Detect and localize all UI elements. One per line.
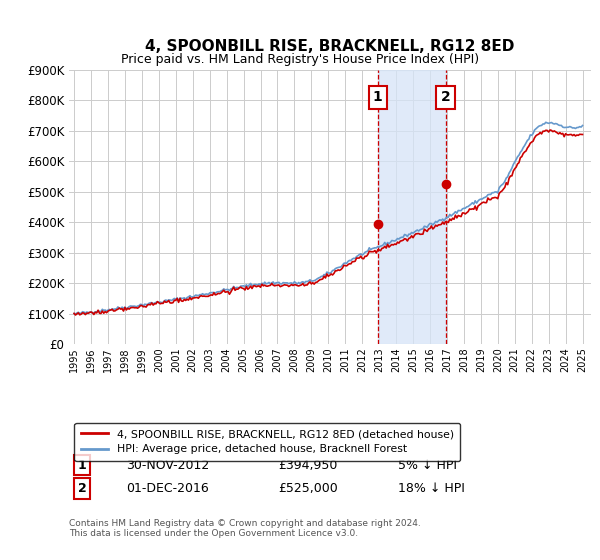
Legend: 4, SPOONBILL RISE, BRACKNELL, RG12 8ED (detached house), HPI: Average price, det: 4, SPOONBILL RISE, BRACKNELL, RG12 8ED (… — [74, 423, 460, 461]
Text: Price paid vs. HM Land Registry's House Price Index (HPI): Price paid vs. HM Land Registry's House … — [121, 53, 479, 66]
Bar — [378, 70, 446, 344]
Title: 4, SPOONBILL RISE, BRACKNELL, RG12 8ED: 4, SPOONBILL RISE, BRACKNELL, RG12 8ED — [145, 39, 515, 54]
Text: 30-NOV-2012: 30-NOV-2012 — [127, 459, 209, 472]
Text: £525,000: £525,000 — [278, 482, 338, 495]
Text: 2: 2 — [77, 482, 86, 495]
Text: 2: 2 — [440, 91, 451, 105]
Text: £394,950: £394,950 — [278, 459, 337, 472]
Text: 1: 1 — [373, 91, 383, 105]
Text: 18% ↓ HPI: 18% ↓ HPI — [398, 482, 465, 495]
Text: 1: 1 — [77, 459, 86, 472]
Text: Contains HM Land Registry data © Crown copyright and database right 2024.
This d: Contains HM Land Registry data © Crown c… — [69, 519, 421, 538]
Text: 01-DEC-2016: 01-DEC-2016 — [127, 482, 209, 495]
Text: 5% ↓ HPI: 5% ↓ HPI — [398, 459, 457, 472]
